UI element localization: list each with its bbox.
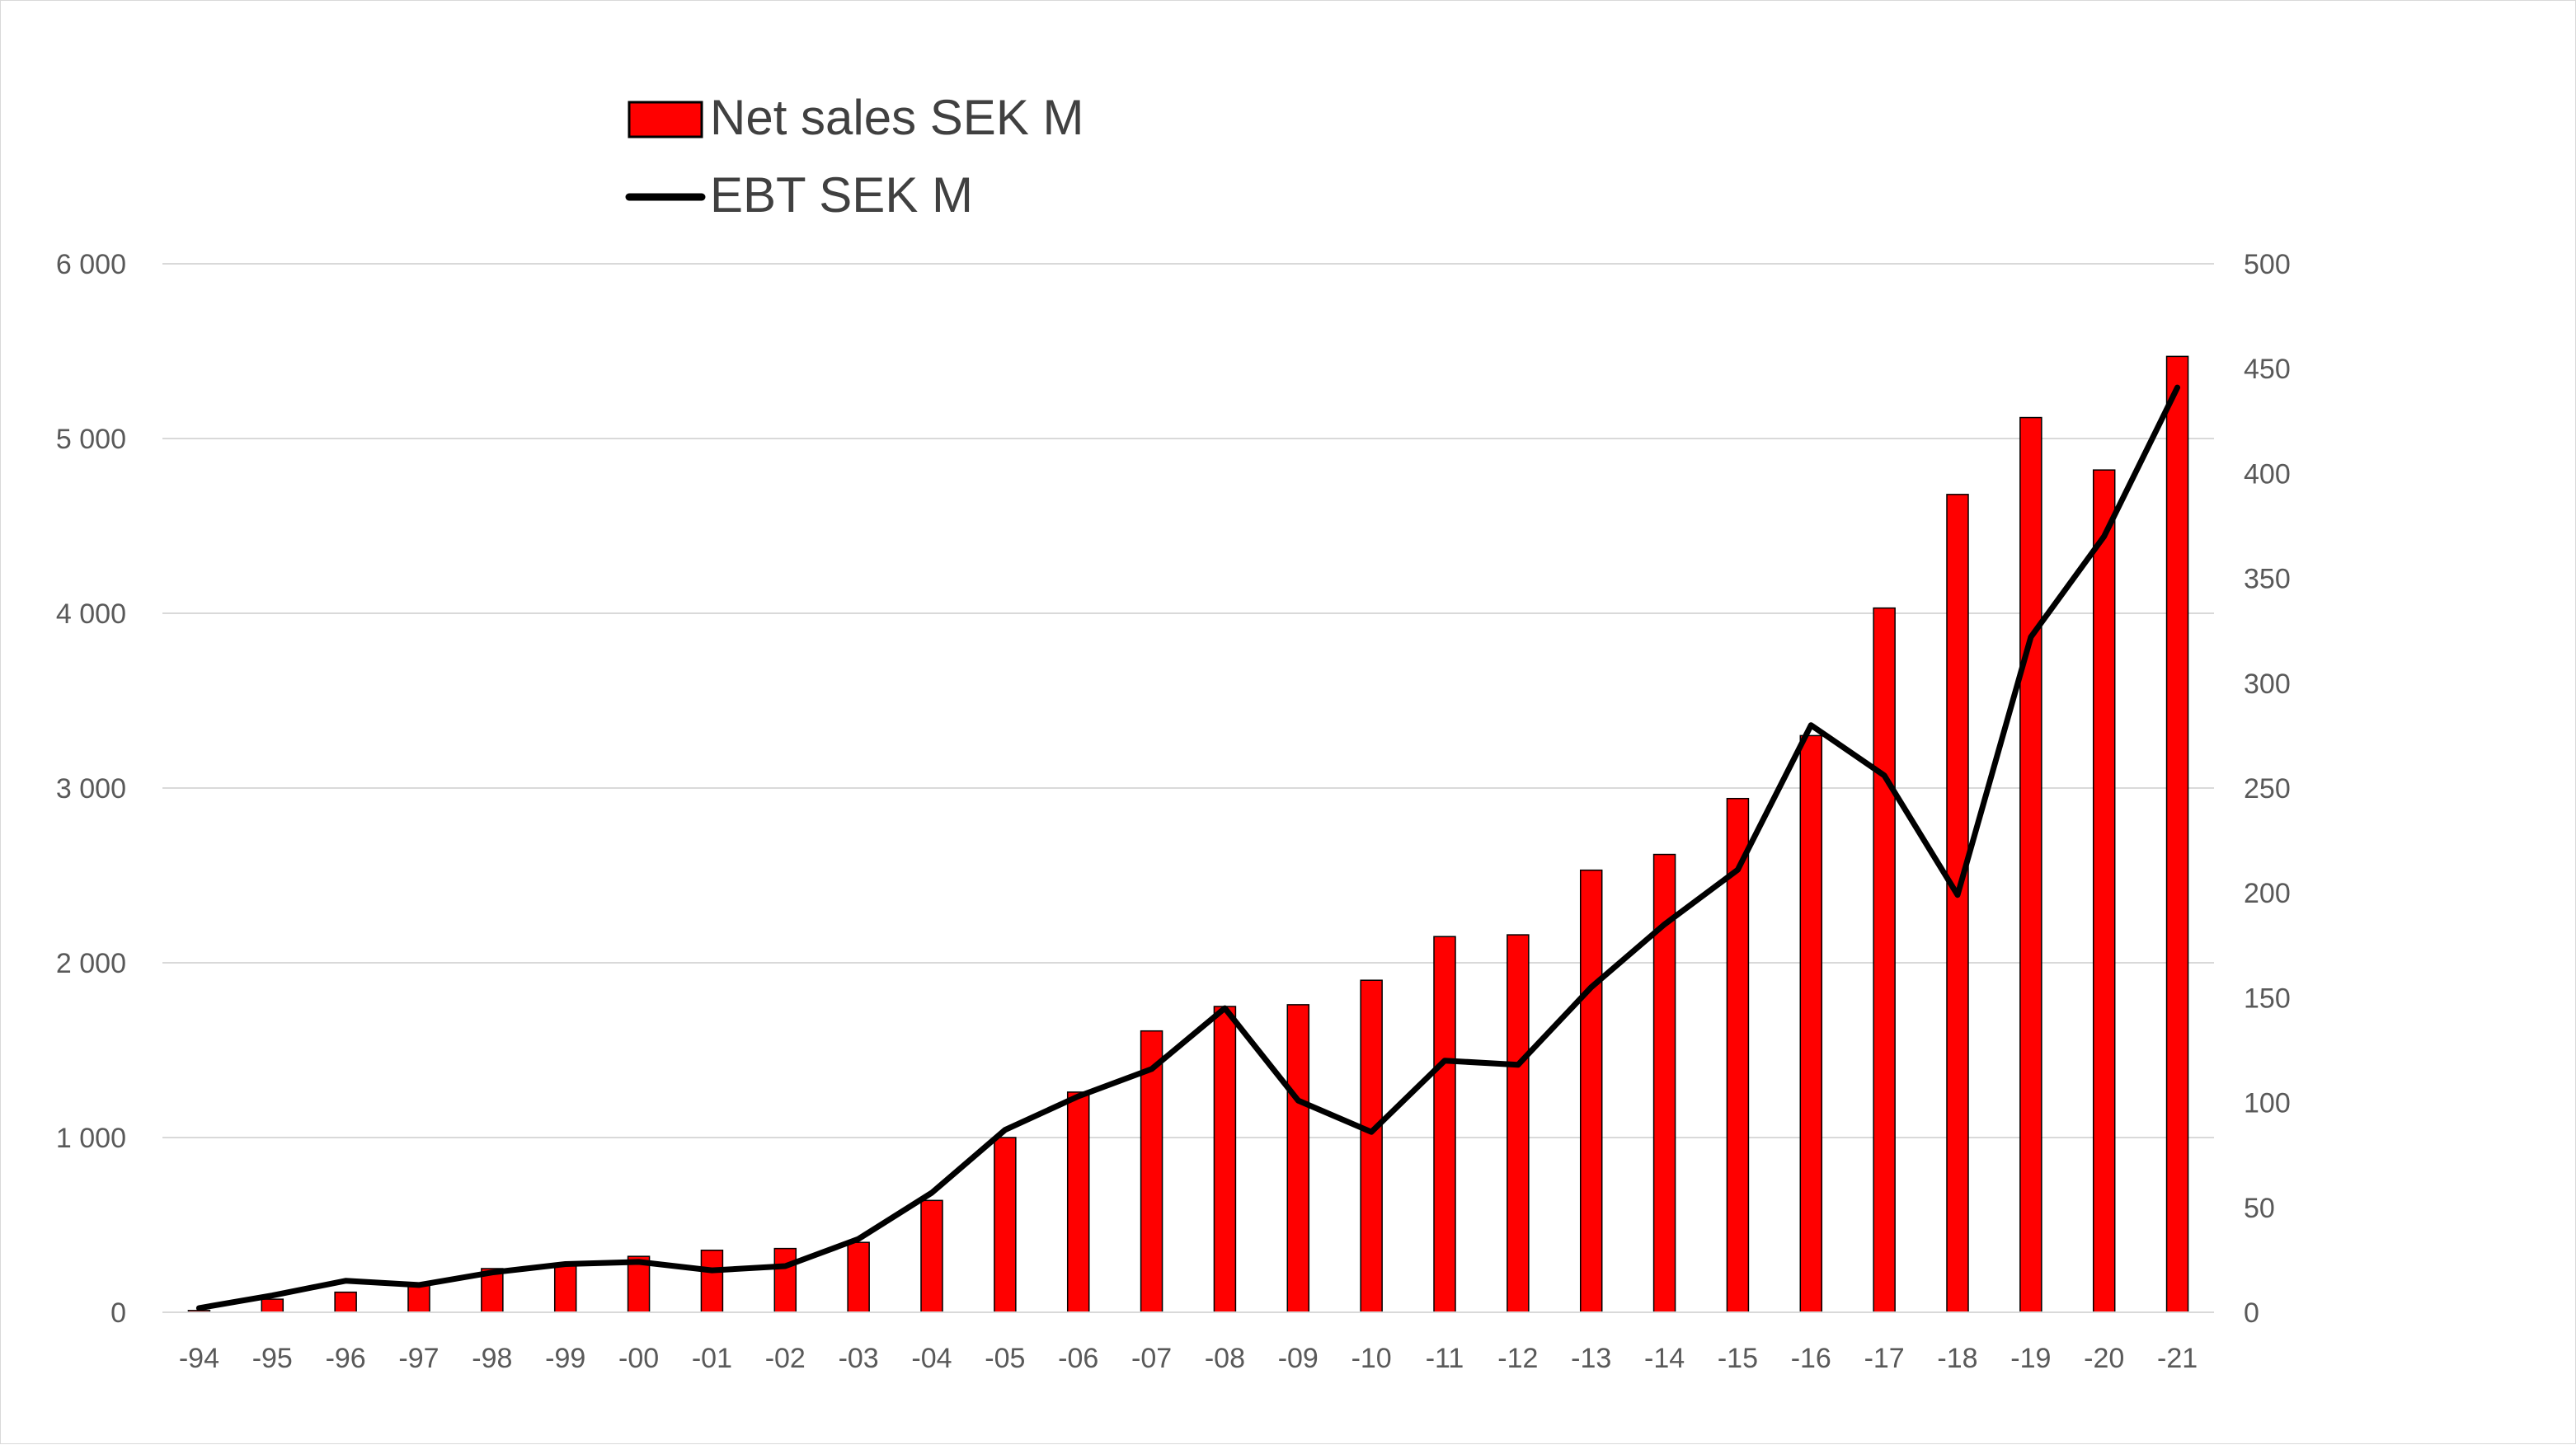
x-tick-label: -96 bbox=[326, 1343, 366, 1374]
left-tick-label: 5 000 bbox=[56, 424, 126, 455]
bar-net-sales-08 bbox=[1213, 1006, 1237, 1313]
legend-label-ebt: EBT SEK M bbox=[710, 167, 973, 223]
x-tick-label: -05 bbox=[985, 1343, 1025, 1374]
left-tick-label: 3 000 bbox=[56, 773, 126, 805]
x-tick-label: -15 bbox=[1718, 1343, 1758, 1374]
gridlines bbox=[162, 263, 2214, 1138]
x-tick-label: -03 bbox=[839, 1343, 879, 1374]
bar-net-sales-06 bbox=[1066, 1091, 1090, 1313]
right-tick-label: 450 bbox=[2244, 354, 2291, 385]
x-tick-label: -18 bbox=[1937, 1343, 1977, 1374]
right-tick-label: 50 bbox=[2244, 1193, 2275, 1224]
bar-net-sales-02 bbox=[773, 1247, 797, 1313]
right-tick-label: 250 bbox=[2244, 773, 2291, 805]
bar-net-sales-21 bbox=[2165, 355, 2189, 1313]
bar-net-sales-07 bbox=[1140, 1030, 1163, 1313]
bar-net-sales-97 bbox=[407, 1283, 430, 1313]
bar-net-sales-04 bbox=[920, 1199, 943, 1313]
x-tick-label: -13 bbox=[1571, 1343, 1611, 1374]
right-tick-label: 500 bbox=[2244, 249, 2291, 280]
bar-net-sales-12 bbox=[1507, 934, 1530, 1313]
right-tick-label: 150 bbox=[2244, 983, 2291, 1014]
bar-net-sales-13 bbox=[1579, 869, 1603, 1313]
ebt-line bbox=[195, 384, 2181, 1311]
right-y-axis-ticks: 0 50 100 150 200 250 300 350 400 450 500 bbox=[2244, 249, 2291, 1329]
bar-net-sales-17 bbox=[1873, 607, 1896, 1313]
x-tick-label: -99 bbox=[545, 1343, 585, 1374]
net-sales-bars bbox=[187, 355, 2189, 1313]
left-tick-label: 2 000 bbox=[56, 948, 126, 979]
x-tick-label: -09 bbox=[1278, 1343, 1319, 1374]
x-tick-label: -08 bbox=[1205, 1343, 1245, 1374]
x-tick-label: -12 bbox=[1497, 1343, 1538, 1374]
x-tick-label: -11 bbox=[1426, 1343, 1464, 1374]
left-tick-label: 4 000 bbox=[56, 598, 126, 630]
bar-net-sales-20 bbox=[2092, 469, 2116, 1313]
x-tick-label: -97 bbox=[398, 1343, 439, 1374]
x-tick-label: -95 bbox=[252, 1343, 293, 1374]
left-tick-label: 0 bbox=[110, 1297, 126, 1329]
x-tick-label: -01 bbox=[692, 1343, 732, 1374]
left-tick-label: 1 000 bbox=[56, 1123, 126, 1154]
x-tick-label: -06 bbox=[1058, 1343, 1098, 1374]
legend: Net sales SEK M EBT SEK M bbox=[625, 90, 1084, 223]
x-tick-label: -17 bbox=[1864, 1343, 1905, 1374]
bar-net-sales-15 bbox=[1726, 797, 1750, 1313]
right-tick-label: 300 bbox=[2244, 669, 2291, 700]
bar-net-sales-03 bbox=[847, 1241, 870, 1313]
right-tick-label: 100 bbox=[2244, 1088, 2291, 1119]
bar-net-sales-16 bbox=[1799, 734, 1823, 1313]
x-tick-label: -02 bbox=[765, 1343, 806, 1374]
right-tick-label: 200 bbox=[2244, 878, 2291, 909]
left-tick-label: 6 000 bbox=[56, 249, 126, 280]
bar-net-sales-95 bbox=[261, 1298, 284, 1313]
bar-net-sales-00 bbox=[627, 1255, 651, 1313]
x-tick-label: -94 bbox=[179, 1343, 219, 1374]
x-tick-label: -14 bbox=[1644, 1343, 1685, 1374]
bar-net-sales-05 bbox=[994, 1137, 1017, 1313]
x-tick-label: -16 bbox=[1791, 1343, 1831, 1374]
right-tick-label: 400 bbox=[2244, 458, 2291, 490]
ebt-line-layer bbox=[195, 384, 2181, 1311]
x-axis-ticks: -94 -95 -96 -97 -98 -99 -00 -01 -02 -03 -04 -05 -06 -… bbox=[179, 1343, 2198, 1374]
bar-net-sales-96 bbox=[334, 1291, 357, 1313]
legend-label-net-sales: Net sales SEK M bbox=[710, 90, 1084, 145]
right-tick-label: 0 bbox=[2244, 1297, 2259, 1329]
legend-swatch-net-sales bbox=[628, 101, 703, 138]
bar-net-sales-11 bbox=[1433, 936, 1456, 1313]
x-tick-label: -10 bbox=[1351, 1343, 1392, 1374]
bar-net-sales-09 bbox=[1286, 1004, 1310, 1313]
x-tick-label: -07 bbox=[1131, 1343, 1172, 1374]
left-y-axis-ticks: 0 1 000 2 000 3 000 4 000 5 000 6 000 bbox=[56, 249, 126, 1329]
x-tick-label: -21 bbox=[2157, 1343, 2198, 1374]
x-tick-label: -98 bbox=[472, 1343, 512, 1374]
x-tick-label: -04 bbox=[911, 1343, 952, 1374]
bar-net-sales-99 bbox=[553, 1262, 577, 1313]
bar-net-sales-18 bbox=[1946, 494, 1969, 1313]
bar-net-sales-10 bbox=[1360, 979, 1383, 1313]
x-tick-label: -19 bbox=[2010, 1343, 2051, 1374]
bar-net-sales-01 bbox=[700, 1249, 724, 1313]
x-tick-label: -00 bbox=[618, 1343, 659, 1374]
x-tick-label: -20 bbox=[2084, 1343, 2124, 1374]
bar-net-sales-19 bbox=[2019, 416, 2042, 1313]
right-tick-label: 350 bbox=[2244, 564, 2291, 595]
